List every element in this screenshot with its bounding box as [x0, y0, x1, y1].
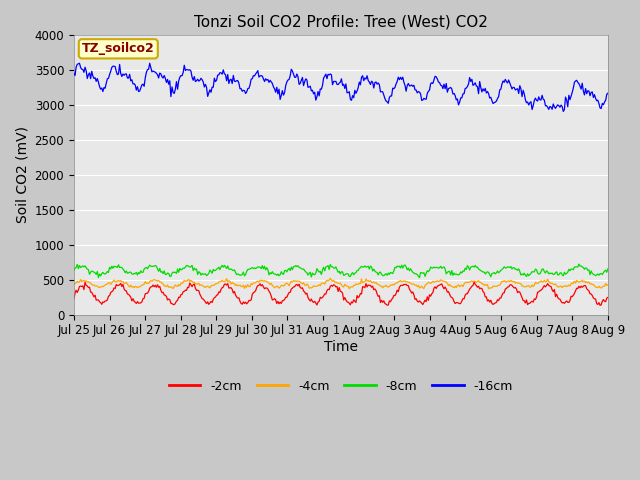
X-axis label: Time: Time [324, 340, 358, 354]
Legend: -2cm, -4cm, -8cm, -16cm: -2cm, -4cm, -8cm, -16cm [164, 375, 518, 398]
Title: Tonzi Soil CO2 Profile: Tree (West) CO2: Tonzi Soil CO2 Profile: Tree (West) CO2 [194, 15, 488, 30]
Text: TZ_soilco2: TZ_soilco2 [82, 42, 155, 55]
Y-axis label: Soil CO2 (mV): Soil CO2 (mV) [15, 126, 29, 224]
